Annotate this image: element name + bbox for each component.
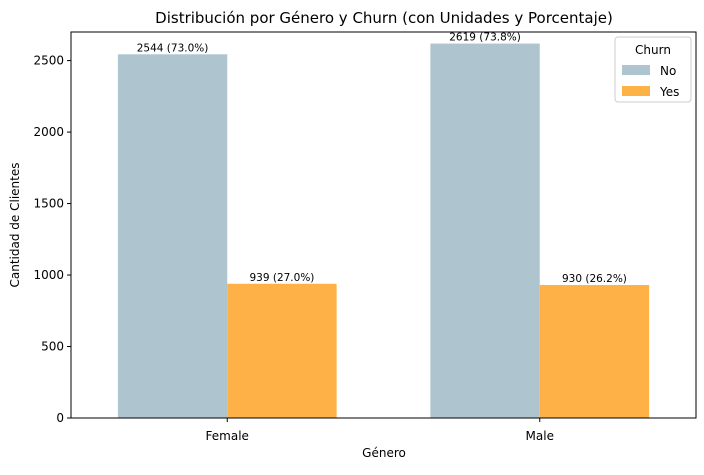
chart-title: Distribución por Género y Churn (con Uni… bbox=[155, 9, 613, 27]
legend-label-no: No bbox=[660, 64, 676, 78]
bars-layer bbox=[117, 43, 650, 419]
data-label-male-yes: 930 (26.2%) bbox=[562, 273, 627, 285]
y-axis-label: Cantidad de Clientes bbox=[8, 163, 22, 288]
bar-male-no bbox=[430, 43, 540, 418]
y-tick-label: 0 bbox=[56, 411, 64, 425]
legend-label-yes: Yes bbox=[659, 85, 679, 99]
legend-swatch-no bbox=[622, 65, 650, 75]
y-tick-label: 1500 bbox=[33, 197, 64, 211]
x-axis: Female Male bbox=[206, 418, 554, 443]
bar-female-yes bbox=[227, 283, 337, 418]
legend-entries: No Yes bbox=[622, 64, 679, 99]
y-tick-label: 2000 bbox=[33, 125, 64, 139]
y-axis: 0 500 1000 1500 2000 2500 bbox=[33, 54, 71, 425]
data-label-female-no: 2544 (73.0%) bbox=[137, 42, 209, 54]
legend-swatch-yes bbox=[622, 86, 650, 96]
x-tick-label: Female bbox=[206, 429, 249, 443]
plot-frame bbox=[70, 31, 697, 419]
data-label-male-no: 2619 (73.8%) bbox=[449, 32, 521, 44]
data-labels-layer: 2544 (73.0%) 939 (27.0%) 2619 (73.8%) 930 (… bbox=[137, 32, 627, 285]
bar-male-yes bbox=[539, 285, 650, 418]
y-tick-label: 2500 bbox=[33, 54, 64, 68]
legend: Churn No Yes bbox=[614, 36, 692, 103]
legend-box bbox=[614, 36, 692, 103]
y-tick-label: 1000 bbox=[33, 268, 64, 282]
x-axis-label: Género bbox=[362, 446, 406, 460]
legend-title: Churn bbox=[635, 43, 671, 57]
bar-female-no bbox=[117, 54, 228, 419]
x-tick-label: Male bbox=[526, 429, 554, 443]
y-tick-label: 500 bbox=[41, 340, 64, 354]
data-label-female-yes: 939 (27.0%) bbox=[249, 272, 314, 284]
